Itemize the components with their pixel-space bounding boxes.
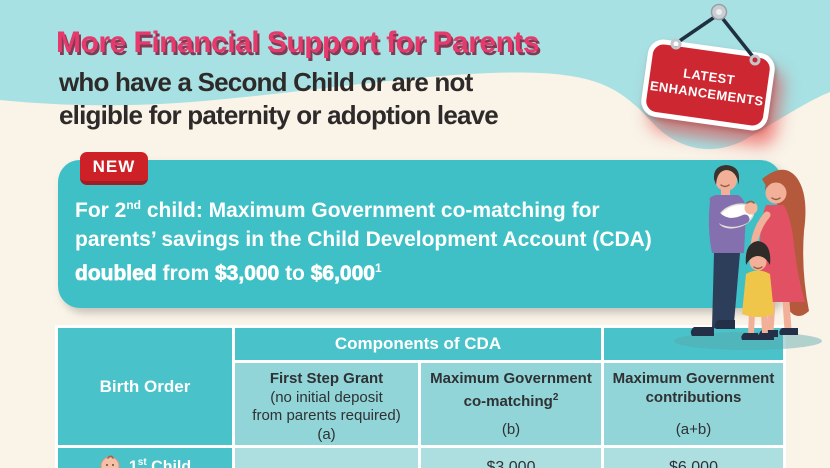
co-matching-column-header: Maximum Government co-matching2 (b) (421, 363, 601, 445)
wave-background (0, 0, 830, 150)
page-subtitle-line1: who have a Second Child or are not (59, 67, 473, 97)
column-title: Maximum Government (612, 370, 775, 387)
page-subtitle: who have a Second Child or are not eligi… (59, 66, 499, 132)
footnote-1-sup: 1 (374, 261, 382, 275)
page-title: More Financial Support for Parents (56, 26, 540, 59)
footnote-2-sup: 2 (552, 391, 559, 403)
page-subtitle-line2: eligible for paternity or adoption leave (59, 100, 499, 130)
new-badge: NEW (80, 152, 148, 185)
contributions-column-header: Maximum Government contributions (a+b) (604, 363, 783, 445)
highlight-line3: doubled from $3,000 to $6,0001 (75, 261, 382, 286)
first-step-grant-column-header: First Step Grant (no initial deposit fro… (235, 363, 418, 445)
cell-co-matching-value: $3,000 (421, 448, 601, 468)
column-title-line2: contributions (645, 388, 742, 406)
ordinal-sup: nd (126, 198, 142, 212)
column-key-a: (a) (317, 425, 336, 443)
birth-order-header-cell: Birth Order (58, 328, 232, 445)
new-amount: $6,000 (310, 262, 375, 286)
old-amount: $3,000 (215, 262, 280, 286)
cell-first-step-grant-value (235, 448, 418, 468)
components-of-cda-header: Components of CDA (235, 328, 601, 360)
highlight-line1: For 2nd child: Maximum Government co-mat… (75, 198, 600, 222)
column-key-ab: (a+b) (675, 420, 712, 438)
column-title-line2: co-matching2 (463, 391, 559, 410)
highlight-line2: parents’ savings in the Child Developmen… (75, 228, 652, 251)
column-title: Maximum Government (430, 370, 592, 387)
contributions-header-spacer (604, 328, 783, 360)
cda-table: Birth Order Components of CDA First Step… (55, 325, 786, 468)
cell-contributions-value: $6,000 (604, 448, 783, 468)
column-key-b: (b) (501, 420, 521, 438)
birth-order-label: 1st Child (128, 457, 192, 468)
doubled-emphasis: doubled (75, 262, 157, 286)
baby-icon (100, 455, 120, 468)
cda-highlight-box: For 2nd child: Maximum Government co-mat… (58, 160, 782, 308)
column-title: First Step Grant (269, 370, 384, 387)
row-1st-child-label-cell: 1st Child (58, 448, 232, 468)
